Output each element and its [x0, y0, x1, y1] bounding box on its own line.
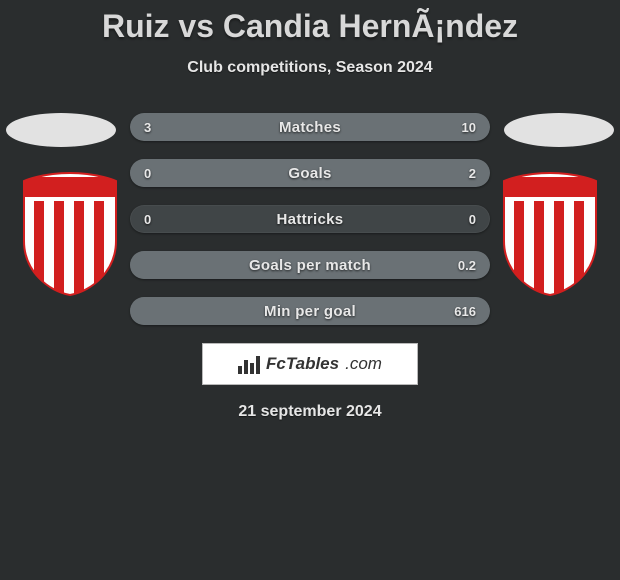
player-right-ellipse: [504, 113, 614, 147]
brand-box[interactable]: FcTables .com: [202, 343, 418, 385]
bar-label: Goals: [130, 159, 490, 187]
bar-label: Matches: [130, 113, 490, 141]
stat-bars: 310Matches 02Goals 00Hattricks 0.2Goals per…: [130, 113, 490, 325]
stat-bar: 00Hattricks: [130, 205, 490, 233]
date-label: 21 september 2024: [0, 403, 620, 421]
bar-label: Min per goal: [130, 297, 490, 325]
stat-bar: 616Min per goal: [130, 297, 490, 325]
brand-domain: .com: [345, 354, 382, 374]
bar-chart-icon: [238, 354, 260, 374]
stat-bar: 310Matches: [130, 113, 490, 141]
page-title: Ruiz vs Candia HernÃ¡ndez: [0, 0, 620, 45]
page-subtitle: Club competitions, Season 2024: [0, 59, 620, 77]
shield-icon: [20, 171, 120, 297]
player-left-ellipse: [6, 113, 116, 147]
shield-icon: [500, 171, 600, 297]
club-badge-left: [20, 171, 120, 297]
brand-name: FcTables: [266, 354, 339, 374]
stat-bar: 0.2Goals per match: [130, 251, 490, 279]
club-badge-right: [500, 171, 600, 297]
bar-label: Hattricks: [130, 205, 490, 233]
comparison-content: 310Matches 02Goals 00Hattricks 0.2Goals per…: [0, 113, 620, 421]
bar-label: Goals per match: [130, 251, 490, 279]
stat-bar: 02Goals: [130, 159, 490, 187]
